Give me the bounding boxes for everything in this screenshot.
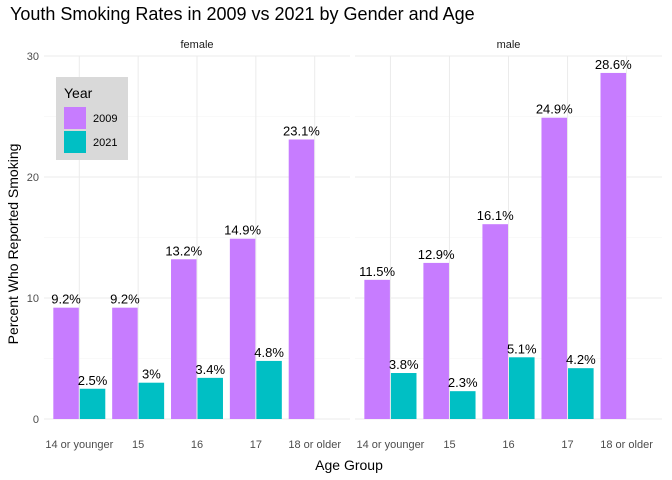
- data-label: 28.6%: [595, 57, 632, 72]
- data-label: 13.2%: [165, 243, 202, 258]
- y-tick-label: 30: [27, 51, 39, 63]
- data-label: 11.5%: [359, 264, 395, 279]
- data-label: 9.2%: [110, 292, 140, 307]
- chart-title: Youth Smoking Rates in 2009 vs 2021 by G…: [10, 4, 475, 24]
- legend-label-2009: 2009: [93, 113, 117, 125]
- y-tick-label: 10: [27, 293, 39, 305]
- data-label: 24.9%: [536, 102, 573, 117]
- x-axis-title: Age Group: [315, 457, 383, 473]
- data-label: 2.5%: [78, 373, 108, 388]
- bar-female-2021: [197, 377, 223, 419]
- bar-male-2009: [364, 279, 390, 419]
- data-label: 16.1%: [477, 208, 514, 223]
- x-tick-label: 15: [443, 439, 455, 451]
- legend-label-2021: 2021: [93, 137, 117, 149]
- x-tick-label: 16: [191, 439, 203, 451]
- data-label: 4.2%: [566, 352, 596, 367]
- facet-label-male: male: [497, 39, 521, 51]
- y-tick-label: 20: [27, 172, 39, 184]
- bar-male-2021: [568, 368, 594, 419]
- data-label: 5.1%: [507, 341, 537, 356]
- bar-female-2009: [288, 139, 315, 420]
- bar-female-2009: [229, 238, 256, 419]
- data-label: 9.2%: [51, 292, 81, 307]
- data-label: 2.3%: [448, 375, 478, 390]
- legend-title: Year: [64, 85, 93, 101]
- bar-female-2009: [171, 259, 197, 419]
- x-tick-label: 18 or older: [288, 439, 341, 451]
- bar-female-2021: [79, 388, 106, 419]
- bar-male-2021: [449, 391, 476, 419]
- data-label: 14.9%: [224, 223, 261, 238]
- data-label: 23.1%: [283, 123, 320, 138]
- bar-female-2009: [112, 307, 138, 419]
- y-axis-title: Percent Who Reported Smoking: [5, 144, 21, 345]
- y-tick-label: 0: [33, 414, 39, 426]
- data-label: 3.4%: [195, 362, 225, 377]
- data-label: 3.8%: [389, 357, 419, 372]
- x-tick-label: 18 or older: [600, 439, 653, 451]
- bar-female-2021: [256, 360, 282, 419]
- facet-label-female: female: [180, 39, 213, 51]
- bar-male-2009: [482, 224, 508, 419]
- bar-male-2021: [390, 373, 417, 419]
- bar-male-2009: [541, 117, 568, 420]
- x-tick-label: 14 or younger: [356, 439, 424, 451]
- bar-female-2021: [138, 382, 165, 419]
- bar-male-2021: [509, 357, 535, 419]
- bar-male-2009: [423, 262, 449, 419]
- x-tick-label: 15: [132, 439, 144, 451]
- legend-key-2021: [64, 131, 86, 153]
- data-label: 4.8%: [254, 345, 284, 360]
- x-tick-label: 16: [502, 439, 514, 451]
- x-tick-label: 17: [561, 439, 573, 451]
- data-label: 3%: [142, 367, 161, 382]
- bar-female-2009: [53, 307, 79, 419]
- legend: Year 2009 2021: [56, 77, 128, 160]
- x-tick-label: 14 or younger: [45, 439, 113, 451]
- data-label: 12.9%: [418, 247, 455, 262]
- x-tick-label: 17: [250, 439, 262, 451]
- bar-male-2009: [600, 72, 627, 419]
- legend-key-2009: [64, 107, 86, 129]
